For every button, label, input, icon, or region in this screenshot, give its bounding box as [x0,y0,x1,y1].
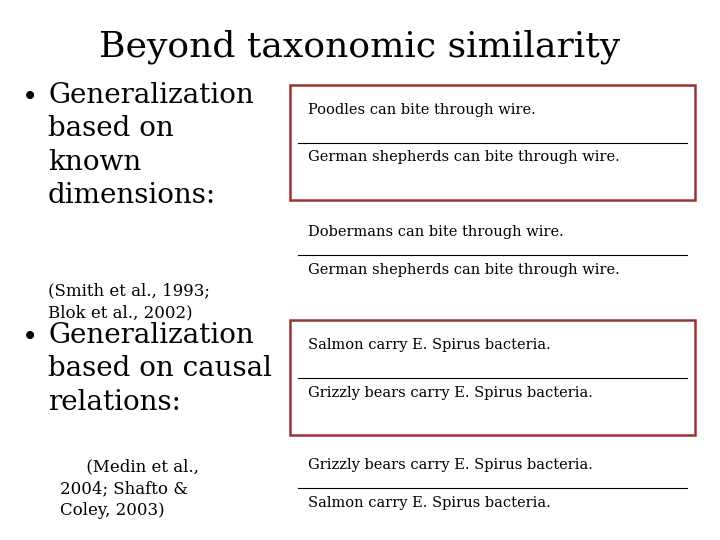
Text: Salmon carry E. Spirus bacteria.: Salmon carry E. Spirus bacteria. [308,496,551,510]
Text: German shepherds can bite through wire.: German shepherds can bite through wire. [308,263,620,277]
Bar [290,85,695,200]
Text: Generalization
based on
known
dimensions:: Generalization based on known dimensions… [48,82,253,209]
Text: (Smith et al., 1993;
Blok et al., 2002): (Smith et al., 1993; Blok et al., 2002) [48,282,210,321]
Bar [290,320,695,435]
Text: Poodles can bite through wire.: Poodles can bite through wire. [308,103,536,117]
Text: Salmon carry E. Spirus bacteria.: Salmon carry E. Spirus bacteria. [308,338,551,352]
Text: •: • [22,325,38,352]
Text: Grizzly bears carry E. Spirus bacteria.: Grizzly bears carry E. Spirus bacteria. [308,458,593,472]
Text: (Medin et al.,
2004; Shafto &
Coley, 2003): (Medin et al., 2004; Shafto & Coley, 200… [60,458,199,519]
Text: German shepherds can bite through wire.: German shepherds can bite through wire. [308,151,620,165]
Text: Grizzly bears carry E. Spirus bacteria.: Grizzly bears carry E. Spirus bacteria. [308,386,593,400]
Text: Generalization
based on causal
relations:: Generalization based on causal relations… [48,322,272,416]
Text: Beyond taxonomic similarity: Beyond taxonomic similarity [99,30,621,64]
Text: •: • [22,85,38,112]
Text: Dobermans can bite through wire.: Dobermans can bite through wire. [308,225,564,239]
